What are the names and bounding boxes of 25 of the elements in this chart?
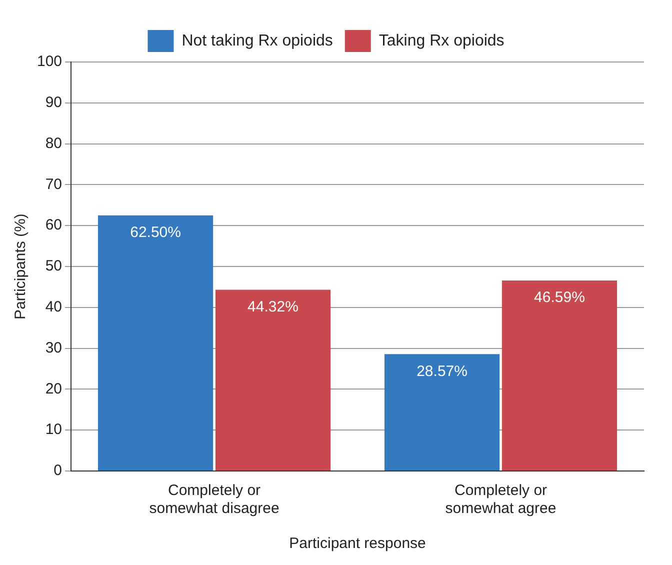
- legend-label: Taking Rx opioids: [378, 32, 504, 50]
- legend-label: Not taking Rx opioids: [182, 32, 333, 50]
- x-tick-label: Completely or somewhat agree: [445, 482, 556, 518]
- bar: [384, 354, 500, 470]
- data-label: 46.59%: [534, 289, 585, 306]
- y-tick-label: 70: [45, 176, 62, 193]
- y-tick-label: 20: [45, 380, 62, 398]
- data-label: 28.57%: [416, 362, 468, 380]
- bar: [98, 215, 214, 470]
- y-tick-label: 80: [45, 134, 62, 152]
- x-axis-title: Participant response: [289, 535, 426, 552]
- y-tick-label: 50: [45, 258, 62, 275]
- y-tick-label: 30: [45, 339, 62, 356]
- bar: [215, 290, 331, 470]
- y-tick-label: 100: [36, 53, 62, 70]
- data-label: 44.32%: [248, 298, 298, 316]
- y-tick-label: 0: [54, 462, 62, 480]
- y-tick-label: 40: [45, 298, 62, 316]
- bar: [502, 280, 618, 470]
- y-axis-title: Participants (%): [12, 214, 30, 320]
- y-tick-label: 60: [45, 216, 62, 234]
- y-tick-label: 90: [45, 94, 62, 112]
- y-tick-label: 10: [45, 421, 62, 438]
- x-tick-label: Completely or somewhat disagree: [149, 482, 280, 518]
- data-label: 62.50%: [130, 224, 181, 242]
